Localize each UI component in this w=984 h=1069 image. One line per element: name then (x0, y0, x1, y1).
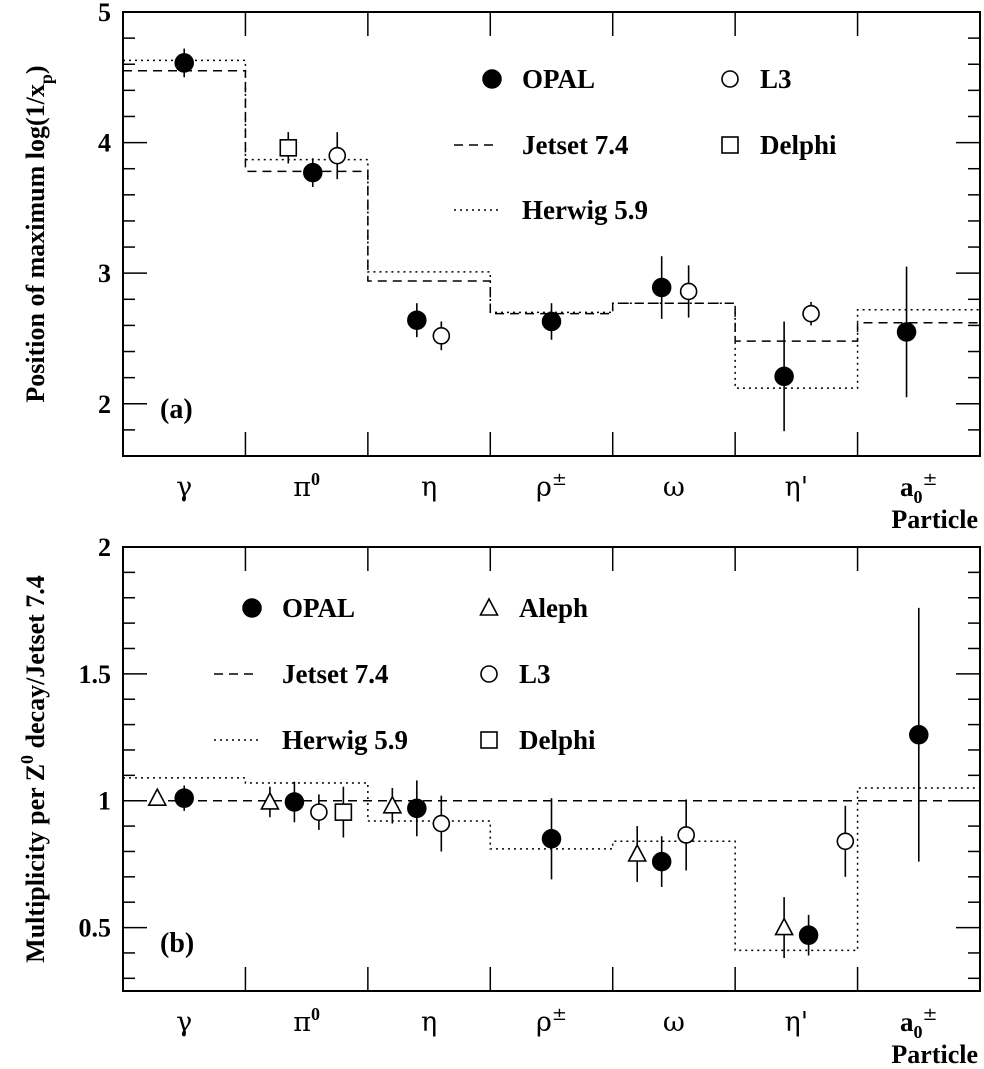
panel-b-points (147, 607, 929, 959)
data-point-opal (284, 792, 305, 812)
data-point-opal (541, 311, 562, 332)
legend-label-herwig-5-9: Herwig 5.9 (282, 725, 408, 755)
x-tick-label-x: ρ± (536, 1004, 567, 1038)
x-tick-label-x: η (421, 1007, 437, 1038)
legend-swatch-opal (242, 598, 262, 618)
data-point-aleph (382, 795, 403, 814)
data-point-delphi (279, 139, 298, 157)
y-tick-label: 2 (98, 533, 111, 562)
y-tick-label: 1 (98, 787, 111, 816)
data-point-opal (541, 829, 562, 849)
data-point-opal (774, 366, 794, 387)
data-point-opal (651, 851, 672, 872)
data-point-opal (798, 925, 819, 945)
x-tick-label-x: ω (663, 472, 685, 503)
legend-label-herwig-5-9: Herwig 5.9 (522, 195, 648, 225)
legend-label-jetset-7-4: Jetset 7.4 (522, 130, 628, 160)
panel-a-model-lines (123, 59, 980, 389)
series-line-jetset-7-4 (123, 70, 980, 342)
legend-label-delphi: Delphi (760, 130, 837, 160)
panel-a-ticks (123, 11, 980, 457)
x-tick-label-x: η' (785, 1007, 809, 1038)
x-tick-label-x: γ (176, 472, 192, 503)
panel-b-legend: OPAL Aleph Jetset 7.4 L3 Herwig 5.9 Delphi (214, 593, 596, 755)
data-point-l3 (432, 327, 451, 345)
legend-label-jetset-7-4: Jetset 7.4 (282, 659, 388, 689)
panel-b-labels: 0.5 1 1.5 2 γ π0 η ρ± ω η' a0±Particle Multiplicity… (17, 533, 978, 1069)
data-point-l3 (310, 803, 328, 821)
y-axis-title: Multiplicity per Z0 decay/Jetset 7.4 (17, 575, 50, 963)
y-tick-label: 0.5 (79, 914, 112, 943)
y-axis-title: Position of maximum log(1/xp) (21, 65, 56, 402)
panel-a-legend: OPAL L3 Jetset 7.4 Delphi Herwig 5.9 (454, 64, 837, 225)
y-tick-label: 5 (98, 0, 111, 27)
data-point-opal (909, 724, 929, 745)
legend-label-delphi: Delphi (519, 725, 596, 755)
legend-label-l3: L3 (519, 659, 551, 689)
legend-swatch-l3 (480, 665, 498, 683)
x-axis-title: Particle (891, 505, 978, 534)
legend-label-aleph: Aleph (519, 593, 588, 623)
x-tick-label-x: ρ± (536, 469, 567, 503)
y-tick-label: 4 (98, 129, 111, 158)
data-point-opal (407, 798, 427, 819)
data-point-aleph (147, 787, 168, 806)
x-tick-label-0: π0 (293, 469, 320, 503)
y-tick-label: 1.5 (79, 660, 112, 689)
data-point-opal (174, 53, 194, 73)
legend-swatch-delphi (480, 731, 498, 749)
panel-b: 0.5 1 1.5 2 γ π0 η ρ± ω η' a0±Particle Multiplicity… (17, 533, 981, 1069)
panel-b-frame (122, 546, 981, 992)
data-point-opal (651, 277, 672, 298)
panel-a-points (174, 48, 917, 432)
data-point-aleph (627, 843, 648, 862)
panel-a-frame (122, 11, 981, 457)
data-point-opal (174, 788, 194, 808)
panel-label: (a) (160, 394, 193, 425)
x-tick-label-x: ω (663, 1007, 685, 1038)
x-tick-label-0: π0 (293, 1004, 320, 1038)
data-point-l3 (328, 146, 347, 165)
data-point-opal (407, 310, 427, 330)
legend-swatch-l3 (721, 70, 739, 88)
data-point-l3 (677, 826, 695, 844)
panel-b-ticks (123, 546, 980, 991)
data-point-opal (896, 322, 917, 342)
legend-swatch-delphi (721, 136, 739, 154)
x-axis-title: Particle (891, 1040, 978, 1069)
data-point-aleph (260, 791, 280, 810)
x-tick-label-x: η' (785, 472, 809, 503)
x-tick-label-x: η (421, 472, 437, 503)
data-point-l3 (836, 832, 855, 851)
x-tick-label-a0: a0± (900, 1004, 938, 1042)
data-point-aleph (774, 916, 794, 936)
panel-a: 2 3 4 5 γ π0 η ρ± ω η' a0±Particle Position of maxi… (21, 0, 981, 534)
data-point-opal (303, 162, 323, 183)
x-tick-label-a0: a0± (900, 469, 938, 507)
legend-swatch-opal (482, 69, 502, 89)
data-point-l3 (802, 304, 820, 323)
legend-swatch-aleph (479, 597, 499, 616)
panel-label: (b) (160, 928, 194, 959)
y-tick-label: 3 (98, 259, 111, 288)
legend-label-opal: OPAL (282, 593, 355, 623)
legend-label-opal: OPAL (522, 64, 595, 94)
x-tick-label-x: γ (176, 1007, 192, 1038)
legend-label-l3: L3 (760, 64, 792, 94)
y-tick-label: 2 (98, 390, 111, 419)
data-point-delphi (334, 803, 353, 821)
data-point-l3 (432, 814, 451, 833)
data-point-l3 (679, 282, 698, 301)
